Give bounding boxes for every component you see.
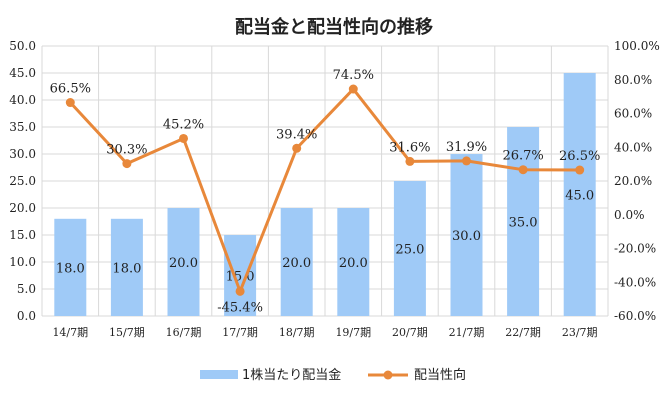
bar	[563, 73, 596, 316]
line-data-label: 26.5%	[559, 149, 600, 164]
line-marker	[292, 143, 302, 153]
bar	[167, 208, 200, 316]
bar	[393, 181, 426, 316]
legend-line-marker	[383, 370, 393, 380]
right-axis-tick-label: -40.0%	[614, 275, 656, 289]
line-data-label: 31.9%	[446, 140, 487, 155]
category-tick-label: 21/7期	[449, 326, 485, 339]
category-axis-tick-labels: 14/7期 15/7期 16/7期 17/7期 18/7期 19/7期 20/7期 21/7期…	[52, 326, 597, 339]
right-axis-tick-label: 0.0%	[614, 208, 645, 222]
right-axis-tick-label: 100.0%	[614, 39, 660, 53]
left-axis-tick-label: 40.0	[9, 93, 36, 107]
bar-data-label: 20.0	[169, 256, 198, 271]
left-axis-tick-label: 30.0	[9, 147, 36, 161]
bar-data-label: 20.0	[339, 256, 368, 271]
category-tick-label: 15/7期	[109, 326, 145, 339]
legend-line-label: 配当性向	[414, 367, 466, 383]
left-axis-tick-label: 15.0	[9, 228, 36, 242]
category-tick-label: 18/7期	[279, 326, 315, 339]
legend-bar-swatch	[200, 370, 238, 379]
line-data-labels: 66.5% 30.3% 45.2% -45.4% 39.4% 74.5% 31.6% 31.9…	[50, 68, 601, 315]
right-axis-tick-label: -20.0%	[614, 242, 656, 256]
bar	[224, 235, 257, 316]
left-axis-tick-label: 5.0	[17, 282, 36, 296]
left-axis-tick-label: 35.0	[9, 120, 36, 134]
right-axis-tick-label: 40.0%	[614, 140, 652, 154]
line-data-label: 26.7%	[502, 149, 543, 164]
right-axis-tick-label: 60.0%	[614, 107, 652, 121]
legend: 1株当たり配当金 配当性向	[200, 367, 466, 383]
line-marker	[462, 156, 471, 166]
category-tick-label: 20/7期	[392, 326, 428, 339]
line-data-label: 31.6%	[389, 140, 430, 155]
bar-data-label: 45.0	[565, 189, 594, 204]
line-marker	[179, 133, 188, 143]
line-data-label: 45.2%	[163, 117, 204, 132]
bar	[507, 127, 540, 316]
line-data-label: 66.5%	[50, 82, 91, 97]
bar-series	[54, 73, 596, 316]
line-data-label: 74.5%	[333, 68, 374, 83]
category-tick-label: 22/7期	[505, 326, 541, 339]
left-axis-tick-label: 45.0	[9, 66, 36, 80]
bar-data-label: 35.0	[509, 216, 538, 231]
line-series	[65, 84, 585, 296]
line-marker	[518, 165, 528, 175]
bar-data-label: 30.0	[452, 229, 481, 244]
line-data-label: 30.3%	[106, 143, 147, 158]
chart-title: 配当金と配当性向の推移	[235, 16, 433, 38]
category-tick-label: 19/7期	[335, 326, 371, 339]
bar-data-label: 18.0	[112, 261, 141, 276]
left-axis-tick-label: 10.0	[9, 255, 36, 269]
bar	[337, 208, 370, 316]
category-tick-label: 16/7期	[166, 326, 202, 339]
category-tick-label: 14/7期	[52, 326, 88, 339]
line-marker	[405, 156, 415, 166]
line-data-label: 39.4%	[276, 127, 317, 142]
bar	[450, 154, 483, 316]
bar	[280, 208, 313, 316]
line-path	[69, 87, 580, 293]
left-axis-tick-label: 25.0	[9, 174, 36, 188]
left-axis-tick-label: 0.0	[17, 309, 36, 323]
line-marker	[575, 165, 585, 175]
left-axis-tick-label: 50.0	[9, 39, 36, 53]
left-axis-tick-label: 20.0	[9, 201, 36, 215]
line-marker	[65, 98, 75, 108]
right-axis-tick-label: 20.0%	[614, 174, 652, 188]
line-data-label: -45.4%	[217, 300, 263, 315]
right-axis-tick-labels: -60.0% -40.0% -20.0% 0.0% 20.0% 40.0% 60.0% 80.…	[614, 39, 660, 323]
bar	[110, 218, 143, 316]
line-marker	[235, 286, 245, 296]
bar-data-label: 18.0	[56, 261, 85, 276]
legend-bar-label: 1株当たり配当金	[242, 367, 341, 383]
right-axis-tick-label: -60.0%	[614, 309, 656, 323]
left-axis-tick-labels: 0.0 5.0 10.0 15.0 20.0 25.0 30.0 35.0 40.0 45.0 50…	[9, 39, 36, 323]
category-tick-label: 23/7期	[562, 326, 598, 339]
line-marker	[122, 159, 132, 169]
bar	[54, 218, 87, 316]
category-tick-label: 17/7期	[222, 326, 258, 339]
bar-data-label: 20.0	[282, 256, 311, 271]
bar-data-label: 25.0	[395, 243, 424, 258]
right-axis-tick-label: 80.0%	[614, 73, 652, 87]
line-marker	[348, 84, 358, 94]
bar-data-label: 15.0	[226, 270, 255, 285]
